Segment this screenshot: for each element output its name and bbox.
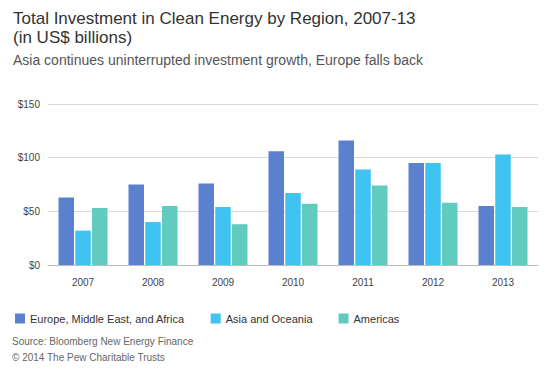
svg-text:Total Investment in Clean Ener: Total Investment in Clean Energy by Regi… [13, 9, 416, 28]
svg-text:$50: $50 [23, 206, 40, 217]
svg-text:2011: 2011 [352, 277, 374, 288]
svg-text:$150: $150 [18, 99, 41, 110]
svg-text:2013: 2013 [492, 277, 515, 288]
svg-text:$0: $0 [29, 260, 41, 271]
svg-text:Asia continues uninterrupted i: Asia continues uninterrupted investment … [13, 52, 424, 68]
svg-text:© 2014 The Pew Charitable Trus: © 2014 The Pew Charitable Trusts [12, 352, 165, 363]
svg-text:Asia and Oceania: Asia and Oceania [226, 313, 314, 325]
svg-text:Americas: Americas [354, 313, 400, 325]
svg-text:2010: 2010 [282, 277, 305, 288]
svg-text:2009: 2009 [212, 277, 235, 288]
svg-text:(in US$ billions): (in US$ billions) [13, 28, 132, 47]
svg-text:2007: 2007 [72, 277, 95, 288]
svg-text:Source: Bloomberg New Energy F: Source: Bloomberg New Energy Finance [12, 336, 194, 347]
svg-text:2008: 2008 [142, 277, 165, 288]
svg-text:Europe, Middle East, and Afric: Europe, Middle East, and Africa [30, 313, 185, 325]
svg-text:$100: $100 [18, 152, 41, 163]
svg-text:2012: 2012 [422, 277, 445, 288]
